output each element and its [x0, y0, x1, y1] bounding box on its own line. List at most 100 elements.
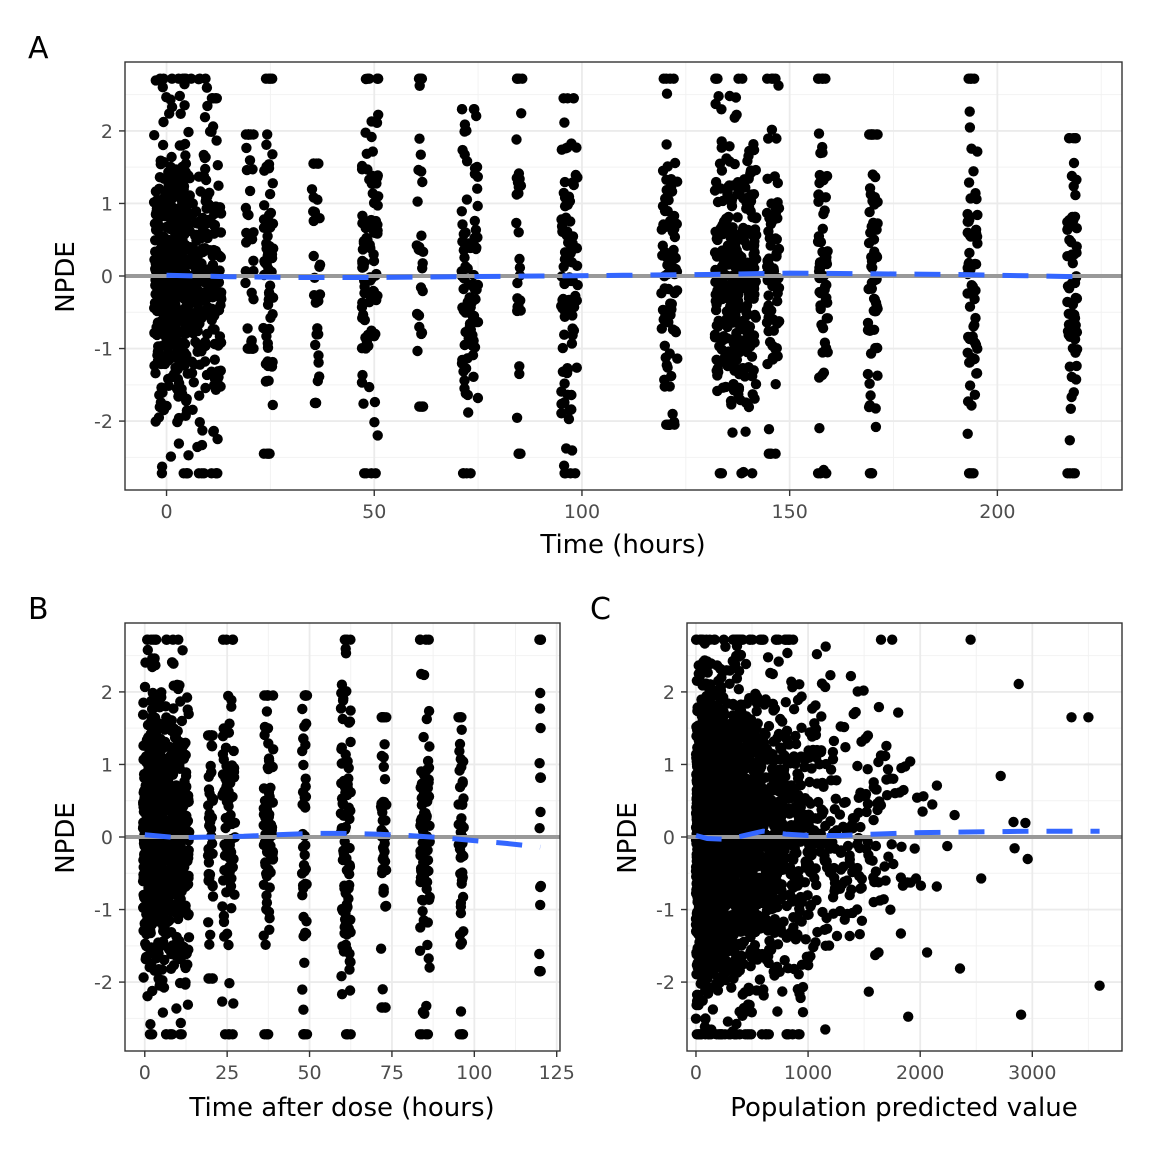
panel-b-data-point	[456, 724, 467, 735]
panel-b-data-point	[175, 696, 186, 707]
panel-a-data-point	[661, 359, 672, 371]
panel-a-data-point	[514, 368, 525, 380]
panel-a-data-point	[717, 382, 729, 393]
panel-a-data-point	[200, 73, 211, 84]
panel-b-data-point	[167, 862, 178, 874]
panel-a-data-point	[814, 423, 825, 434]
panel-a-data-point	[515, 448, 526, 459]
panel-b-points	[137, 634, 547, 1040]
panel-a-data-point	[207, 292, 218, 303]
panel-b-data-point	[300, 802, 311, 813]
panel-a-data-point	[818, 367, 830, 378]
panel-a-data-point	[153, 341, 164, 352]
panel-a-data-point	[765, 240, 776, 251]
panel-b-data-point	[415, 820, 426, 831]
panel-b-y-tick-label: 1	[101, 754, 113, 776]
panel-a-data-point	[178, 198, 189, 210]
panel-a-data-point	[870, 342, 881, 354]
panel-a-data-point	[267, 309, 278, 320]
panel-a-data-point	[664, 215, 676, 227]
panel-c-data-point	[949, 809, 960, 821]
panel-a-data-point	[367, 146, 378, 157]
panel-b-data-point	[165, 963, 177, 974]
panel-b-data-point	[342, 901, 353, 913]
panel-c-data-point	[896, 841, 907, 852]
panel-b-data-point	[262, 1029, 273, 1040]
panel-a-data-point	[372, 200, 383, 211]
panel-b-data-point	[174, 763, 185, 774]
panel-a-data-point	[659, 205, 671, 217]
panel-a-data-point	[729, 112, 740, 123]
panel-a-data-point	[368, 225, 379, 236]
panel-a-data-point	[716, 468, 728, 479]
panel-a-data-point	[1065, 403, 1077, 414]
panel-c-data-point	[921, 947, 933, 958]
panel-a-data-point	[259, 200, 270, 211]
panel-a-data-point	[187, 404, 198, 415]
panel-b-data-point	[218, 723, 229, 734]
panel-a-data-point	[764, 336, 776, 348]
panel-b-data-point	[161, 634, 172, 645]
panel-a-data-point	[259, 165, 270, 176]
panel-b-data-point	[206, 740, 217, 751]
panel-a-data-point	[169, 253, 181, 264]
panel-b-data-point	[162, 761, 173, 773]
panel-a-data-point	[561, 443, 572, 454]
panel-a-data-point	[563, 256, 574, 267]
panel-a-data-point	[1070, 347, 1081, 358]
panel-a-data-point	[818, 208, 829, 220]
panel-a-data-point	[713, 91, 724, 102]
panel-a-data-point	[723, 353, 734, 365]
panel-a-data-point	[248, 255, 259, 266]
panel-a-data-point	[182, 468, 193, 479]
panel-a-data-point	[727, 427, 738, 438]
panel-a-data-point	[667, 408, 678, 420]
panel-a-data-point	[214, 250, 225, 262]
panel-a-data-point	[372, 430, 383, 441]
panel-a-data-point	[562, 389, 573, 400]
panel-b-data-point	[228, 745, 239, 757]
panel-a-data-point	[366, 116, 377, 127]
panel-a-data-point	[209, 338, 220, 350]
panel-b-data-point	[226, 859, 237, 870]
panel-a-data-point	[457, 219, 468, 230]
panel-b-data-point	[417, 1006, 429, 1018]
panel-a-data-point	[657, 250, 668, 261]
panel-b-data-point	[145, 942, 157, 953]
panel-c-data-point	[827, 892, 839, 903]
panel-b-x-tick-label: 50	[297, 1062, 321, 1084]
panel-a-data-point	[572, 279, 583, 291]
panel-a-data-point	[169, 217, 181, 228]
panel-b-data-point	[137, 823, 149, 834]
panel-a-data-point	[163, 244, 174, 255]
panel-b-data-point	[535, 722, 546, 734]
panel-a-x-tick-label: 0	[160, 501, 172, 523]
panel-a-data-point	[566, 338, 578, 349]
panel-a-data-point	[1064, 435, 1076, 446]
panel-a-data-point	[310, 339, 321, 351]
panel-a-data-point	[556, 398, 567, 410]
panel-a-data-point	[199, 112, 211, 123]
panel-b-data-point	[534, 703, 546, 714]
panel-a-data-point	[191, 235, 202, 246]
panel-c-data-point	[690, 1013, 702, 1024]
panel-a-data-point	[1069, 312, 1081, 324]
panel-a-data-point	[312, 194, 323, 205]
panel-a-data-point	[240, 277, 251, 289]
panel-a-data-point	[312, 323, 323, 334]
panel-b-data-point	[206, 838, 218, 849]
panel-a-data-point	[187, 248, 198, 259]
panel-a-data-point	[964, 122, 976, 133]
panel-b-data-point	[345, 805, 356, 816]
panel-a-data-point	[962, 227, 973, 238]
panel-b-data-point	[420, 841, 431, 852]
panel-a-data-point	[166, 372, 178, 383]
panel-a-data-point	[262, 338, 273, 349]
panel-a-data-point	[247, 164, 258, 175]
panel-a-data-point	[183, 450, 194, 461]
panel-b-data-point	[535, 899, 546, 911]
panel-b-data-point	[458, 926, 469, 937]
panel-b-data-point	[171, 1003, 182, 1014]
panel-a-data-point	[174, 90, 185, 102]
panel-a-data-point	[466, 297, 478, 308]
